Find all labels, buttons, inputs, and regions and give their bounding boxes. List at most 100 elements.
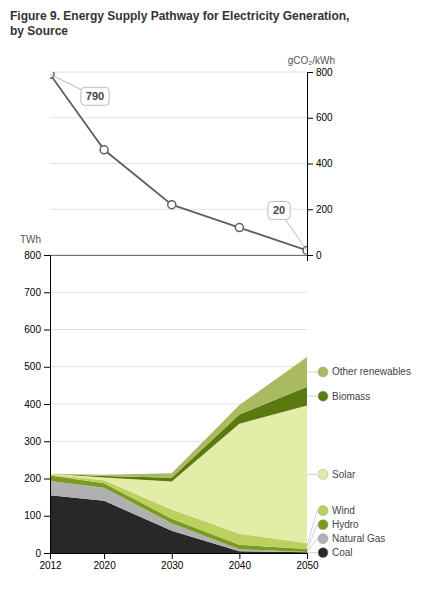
legend-item: Solar xyxy=(307,469,356,480)
annotation: 790 xyxy=(50,74,109,105)
legend-swatch xyxy=(318,391,328,401)
axis: 0 200 400 600 800 xyxy=(307,67,333,261)
tick-mark xyxy=(44,330,50,331)
tick-mark xyxy=(44,255,50,256)
annotation: 20 xyxy=(268,201,307,250)
legend-label: Hydro xyxy=(332,519,359,530)
legend-item: Other renewables xyxy=(307,366,411,377)
marker xyxy=(100,146,108,154)
grid-line xyxy=(50,366,307,367)
legend-swatch xyxy=(318,534,328,544)
legend-label: Natural Gas xyxy=(332,533,385,544)
legend-swatch xyxy=(318,367,328,377)
annotation-text: 790 xyxy=(86,90,104,102)
legend-label: Coal xyxy=(332,547,353,558)
tick: 0 xyxy=(35,548,50,559)
tick-label: 800 xyxy=(316,67,333,78)
tick-mark xyxy=(307,72,313,73)
marker xyxy=(168,201,176,209)
axis: 2012 2020 2030 2040 2050 xyxy=(39,553,319,571)
tick-label: 2020 xyxy=(93,560,116,571)
tick-mark xyxy=(307,164,313,165)
annotation-box xyxy=(81,87,109,105)
tick-label: 200 xyxy=(316,204,333,215)
grid xyxy=(50,72,307,255)
chart: Figure 9. Energy Supply Pathway for Elec… xyxy=(0,0,422,595)
tick-label: 400 xyxy=(316,158,333,169)
tick-mark xyxy=(239,553,240,559)
tick-mark xyxy=(307,209,313,210)
tick: 800 xyxy=(24,250,50,261)
axis-title: gCO₂/kWh xyxy=(288,55,335,66)
tick-mark xyxy=(44,404,50,405)
axis xyxy=(51,256,308,262)
tick: 400 xyxy=(307,158,333,169)
tick-label: 2040 xyxy=(229,560,252,571)
marker xyxy=(235,224,243,232)
tick-mark xyxy=(44,516,50,517)
legend-swatch xyxy=(318,506,328,516)
tick-mark xyxy=(104,553,105,559)
legend-swatch xyxy=(318,469,328,479)
title: Figure 9. Energy Supply Pathway for Elec… xyxy=(10,9,349,38)
tick-label: 2012 xyxy=(39,560,62,571)
tick-mark xyxy=(50,553,51,559)
annotation-text: 20 xyxy=(273,204,285,216)
grid-line xyxy=(50,117,307,118)
tick-label: 200 xyxy=(24,473,41,484)
tick-mark xyxy=(307,118,313,119)
legend-line xyxy=(307,371,317,372)
tick-label: 100 xyxy=(24,510,41,521)
legend: Coal Natural Gas Hydro Wind Solar Biomass Othe… xyxy=(307,366,411,558)
tick-mark xyxy=(44,553,50,554)
tick-label: 500 xyxy=(24,361,41,372)
grid xyxy=(50,255,307,553)
tick: 800 xyxy=(307,67,333,78)
legend-line xyxy=(307,396,317,397)
grid-line xyxy=(50,163,307,164)
legend-swatch xyxy=(318,548,328,558)
legend-line xyxy=(307,552,317,553)
tick-label: 2050 xyxy=(296,560,319,571)
tick-label: 300 xyxy=(24,436,41,447)
tick-label: 600 xyxy=(24,324,41,335)
tick-label: 2030 xyxy=(161,560,184,571)
tick-label: 700 xyxy=(24,287,41,298)
axis: 0 100 200 300 400 500 600 700 800 xyxy=(24,250,50,559)
tick-mark xyxy=(44,479,50,480)
grid-line xyxy=(50,255,307,256)
legend-label: Biomass xyxy=(332,391,370,402)
axis-line xyxy=(51,554,308,560)
tick: 700 xyxy=(24,287,50,298)
tick-label: 800 xyxy=(24,250,41,261)
line xyxy=(50,74,307,250)
tick-mark xyxy=(44,292,50,293)
tick: 2030 xyxy=(161,553,184,571)
legend-item: Hydro xyxy=(307,519,359,550)
tick-label: 400 xyxy=(24,399,41,410)
legend-label: Wind xyxy=(332,505,355,516)
tick: 600 xyxy=(24,324,50,335)
axis-line xyxy=(308,73,314,256)
area xyxy=(50,357,307,478)
legend-item: Natural Gas xyxy=(307,533,385,552)
tick: 200 xyxy=(24,473,50,484)
tick-label: 0 xyxy=(316,250,322,261)
tick: 600 xyxy=(307,112,333,123)
axis-title: TWh xyxy=(20,234,41,245)
grid-line xyxy=(50,255,307,256)
grid-line xyxy=(50,72,307,73)
tick-mark xyxy=(172,553,173,559)
tick: 2012 xyxy=(39,553,62,571)
tick: 300 xyxy=(24,436,50,447)
legend-label: Other renewables xyxy=(332,366,411,377)
tick: 2050 xyxy=(296,553,319,571)
tick-mark xyxy=(307,553,308,559)
axis-line xyxy=(44,256,51,554)
legend-item: Coal xyxy=(307,547,353,558)
grid-line xyxy=(50,329,307,330)
tick: 400 xyxy=(24,399,50,410)
legend-item: Biomass xyxy=(307,391,370,402)
plot-area xyxy=(50,72,307,254)
legend-swatch xyxy=(318,520,328,530)
